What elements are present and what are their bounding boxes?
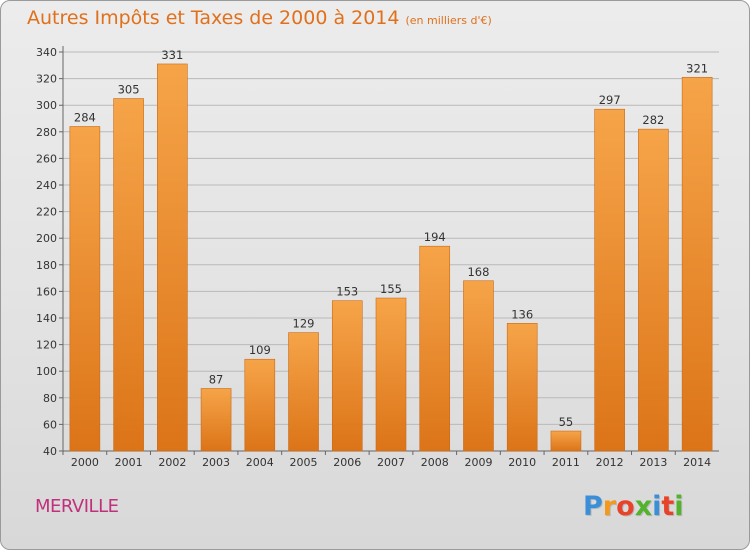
bar-2003 [200, 388, 232, 452]
bar-2013 [638, 128, 669, 452]
bar-2014 [681, 76, 713, 452]
data-label-2011: 55 [559, 415, 574, 429]
bar-2002 [157, 63, 188, 452]
logo-letter: i [652, 491, 662, 522]
y-tick-label: 260 [36, 152, 57, 165]
data-label-2014: 321 [686, 61, 708, 75]
data-label-2003: 87 [209, 372, 224, 386]
bar-2012 [594, 108, 625, 452]
logo-letter: o [616, 491, 635, 522]
bar-2000 [69, 126, 101, 452]
data-label-2001: 305 [118, 83, 140, 97]
x-tick-label-2005: 2005 [290, 456, 318, 469]
data-label-2007: 155 [380, 282, 402, 296]
y-tick-label: 280 [36, 126, 57, 139]
data-label-2008: 194 [424, 230, 446, 244]
logo-letter: r [602, 491, 617, 522]
logo-letter: P [583, 491, 603, 522]
y-tick-label: 60 [43, 418, 57, 431]
bar-2011 [550, 430, 582, 452]
y-tick-label: 80 [43, 392, 57, 405]
x-tick-label-2011: 2011 [552, 456, 580, 469]
data-label-2000: 284 [74, 110, 96, 124]
city-name: MERVILLE [35, 496, 119, 517]
bar-2010 [506, 323, 538, 452]
y-tick-label: 320 [36, 73, 57, 86]
x-tick-label-2014: 2014 [683, 456, 711, 469]
y-tick-label: 180 [36, 259, 57, 272]
data-label-2004: 109 [249, 343, 271, 357]
x-tick-label-2002: 2002 [158, 456, 186, 469]
y-tick-label: 100 [36, 365, 57, 378]
data-label-2006: 153 [336, 285, 358, 299]
x-tick-label-2003: 2003 [202, 456, 230, 469]
x-tick-label-2004: 2004 [246, 456, 274, 469]
y-tick-labels: 40 60 80 100 120 140 160 180 200 220 240 260 280 300 3… [36, 46, 57, 458]
y-tick-label: 300 [36, 99, 57, 112]
y-tick-label: 140 [36, 312, 57, 325]
bar-2005 [288, 332, 319, 452]
logo-letter: i [674, 491, 684, 522]
data-label-2013: 282 [642, 113, 664, 127]
data-label-2012: 297 [599, 93, 621, 107]
data-label-2010: 136 [511, 307, 533, 321]
y-tick-label: 340 [36, 46, 57, 59]
data-label-2002: 331 [161, 48, 183, 62]
y-tick-label: 240 [36, 179, 57, 192]
x-tick-label-2006: 2006 [333, 456, 361, 469]
x-tick-label-2012: 2012 [596, 456, 624, 469]
bar-2006 [331, 300, 363, 452]
bar-2009 [463, 280, 494, 452]
y-tick-label: 40 [43, 445, 57, 458]
x-tick-label-2009: 2009 [464, 456, 492, 469]
proxiti-logo: Proxiti [583, 491, 684, 522]
data-label-2009: 168 [467, 265, 489, 279]
y-tick-label: 160 [36, 285, 57, 298]
logo-letter: x [634, 491, 653, 522]
x-tick-label-2010: 2010 [508, 456, 536, 469]
bar-2001 [113, 98, 144, 452]
logo-letter: t [661, 491, 675, 522]
title-text: Autres Impôts et Taxes de 2000 à 2014 [27, 7, 400, 29]
x-tick-label-2008: 2008 [421, 456, 449, 469]
bars [69, 63, 713, 452]
x-tick-label-2007: 2007 [377, 456, 405, 469]
bar-2008 [419, 245, 451, 452]
y-tick-label: 200 [36, 232, 57, 245]
data-label-2005: 129 [293, 317, 315, 331]
y-tick-label: 120 [36, 339, 57, 352]
data-labels: 284 305 331 87 109 129 153 155 194 168 136 55 297 282… [74, 48, 708, 429]
x-tick-label-2013: 2013 [639, 456, 667, 469]
y-tick-label: 220 [36, 206, 57, 219]
chart-title: Autres Impôts et Taxes de 2000 à 2014 (en… [27, 7, 492, 29]
x-tick-label-2001: 2001 [115, 456, 143, 469]
chart-subtitle: (en milliers d'€) [405, 14, 492, 27]
bar-2007 [375, 297, 407, 452]
x-tick-label-2000: 2000 [71, 456, 99, 469]
x-tick-labels: 2000 2001 2002 2003 2004 2005 2006 2007 2008 2009… [62, 451, 711, 469]
bar-2004 [244, 358, 276, 452]
